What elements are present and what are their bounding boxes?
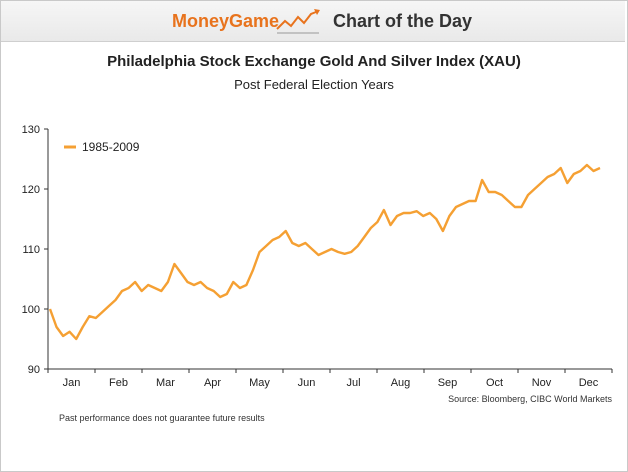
series-line-1985-2009 [48, 163, 601, 341]
x-tick-label: Jul [346, 377, 360, 389]
x-tick-label: Apr [204, 377, 221, 389]
chart-subtitle: Post Federal Election Years [234, 77, 394, 92]
x-tick-label: Oct [486, 377, 503, 389]
x-tick-label: Mar [156, 377, 175, 389]
header-bar: MoneyGame Chart of the Day [1, 1, 625, 42]
x-tick-label: Aug [391, 377, 411, 389]
y-tick-label: 120 [22, 184, 40, 196]
y-tick-label: 130 [22, 124, 40, 136]
x-tick-label: Dec [579, 377, 599, 389]
brand-name[interactable]: MoneyGame [172, 11, 280, 31]
legend-label: 1985-2009 [82, 140, 140, 154]
source-note: Source: Bloomberg, CIBC World Markets [448, 394, 612, 404]
x-tick-label: May [249, 377, 270, 389]
y-tick-label: 100 [22, 304, 40, 316]
rising-arrow-icon [276, 9, 320, 34]
y-tick-label: 90 [28, 364, 40, 376]
x-tick-label: Feb [109, 377, 128, 389]
x-tick-label: Nov [532, 377, 552, 389]
disclaimer-note: Past performance does not guarantee futu… [59, 413, 265, 423]
y-tick-label: 110 [22, 244, 40, 256]
x-tick-label: Jan [63, 377, 81, 389]
chart-title: Philadelphia Stock Exchange Gold And Sil… [107, 53, 521, 70]
x-tick-label: Sep [438, 377, 458, 389]
section-title: Chart of the Day [333, 11, 473, 31]
x-tick-label: Jun [298, 377, 316, 389]
